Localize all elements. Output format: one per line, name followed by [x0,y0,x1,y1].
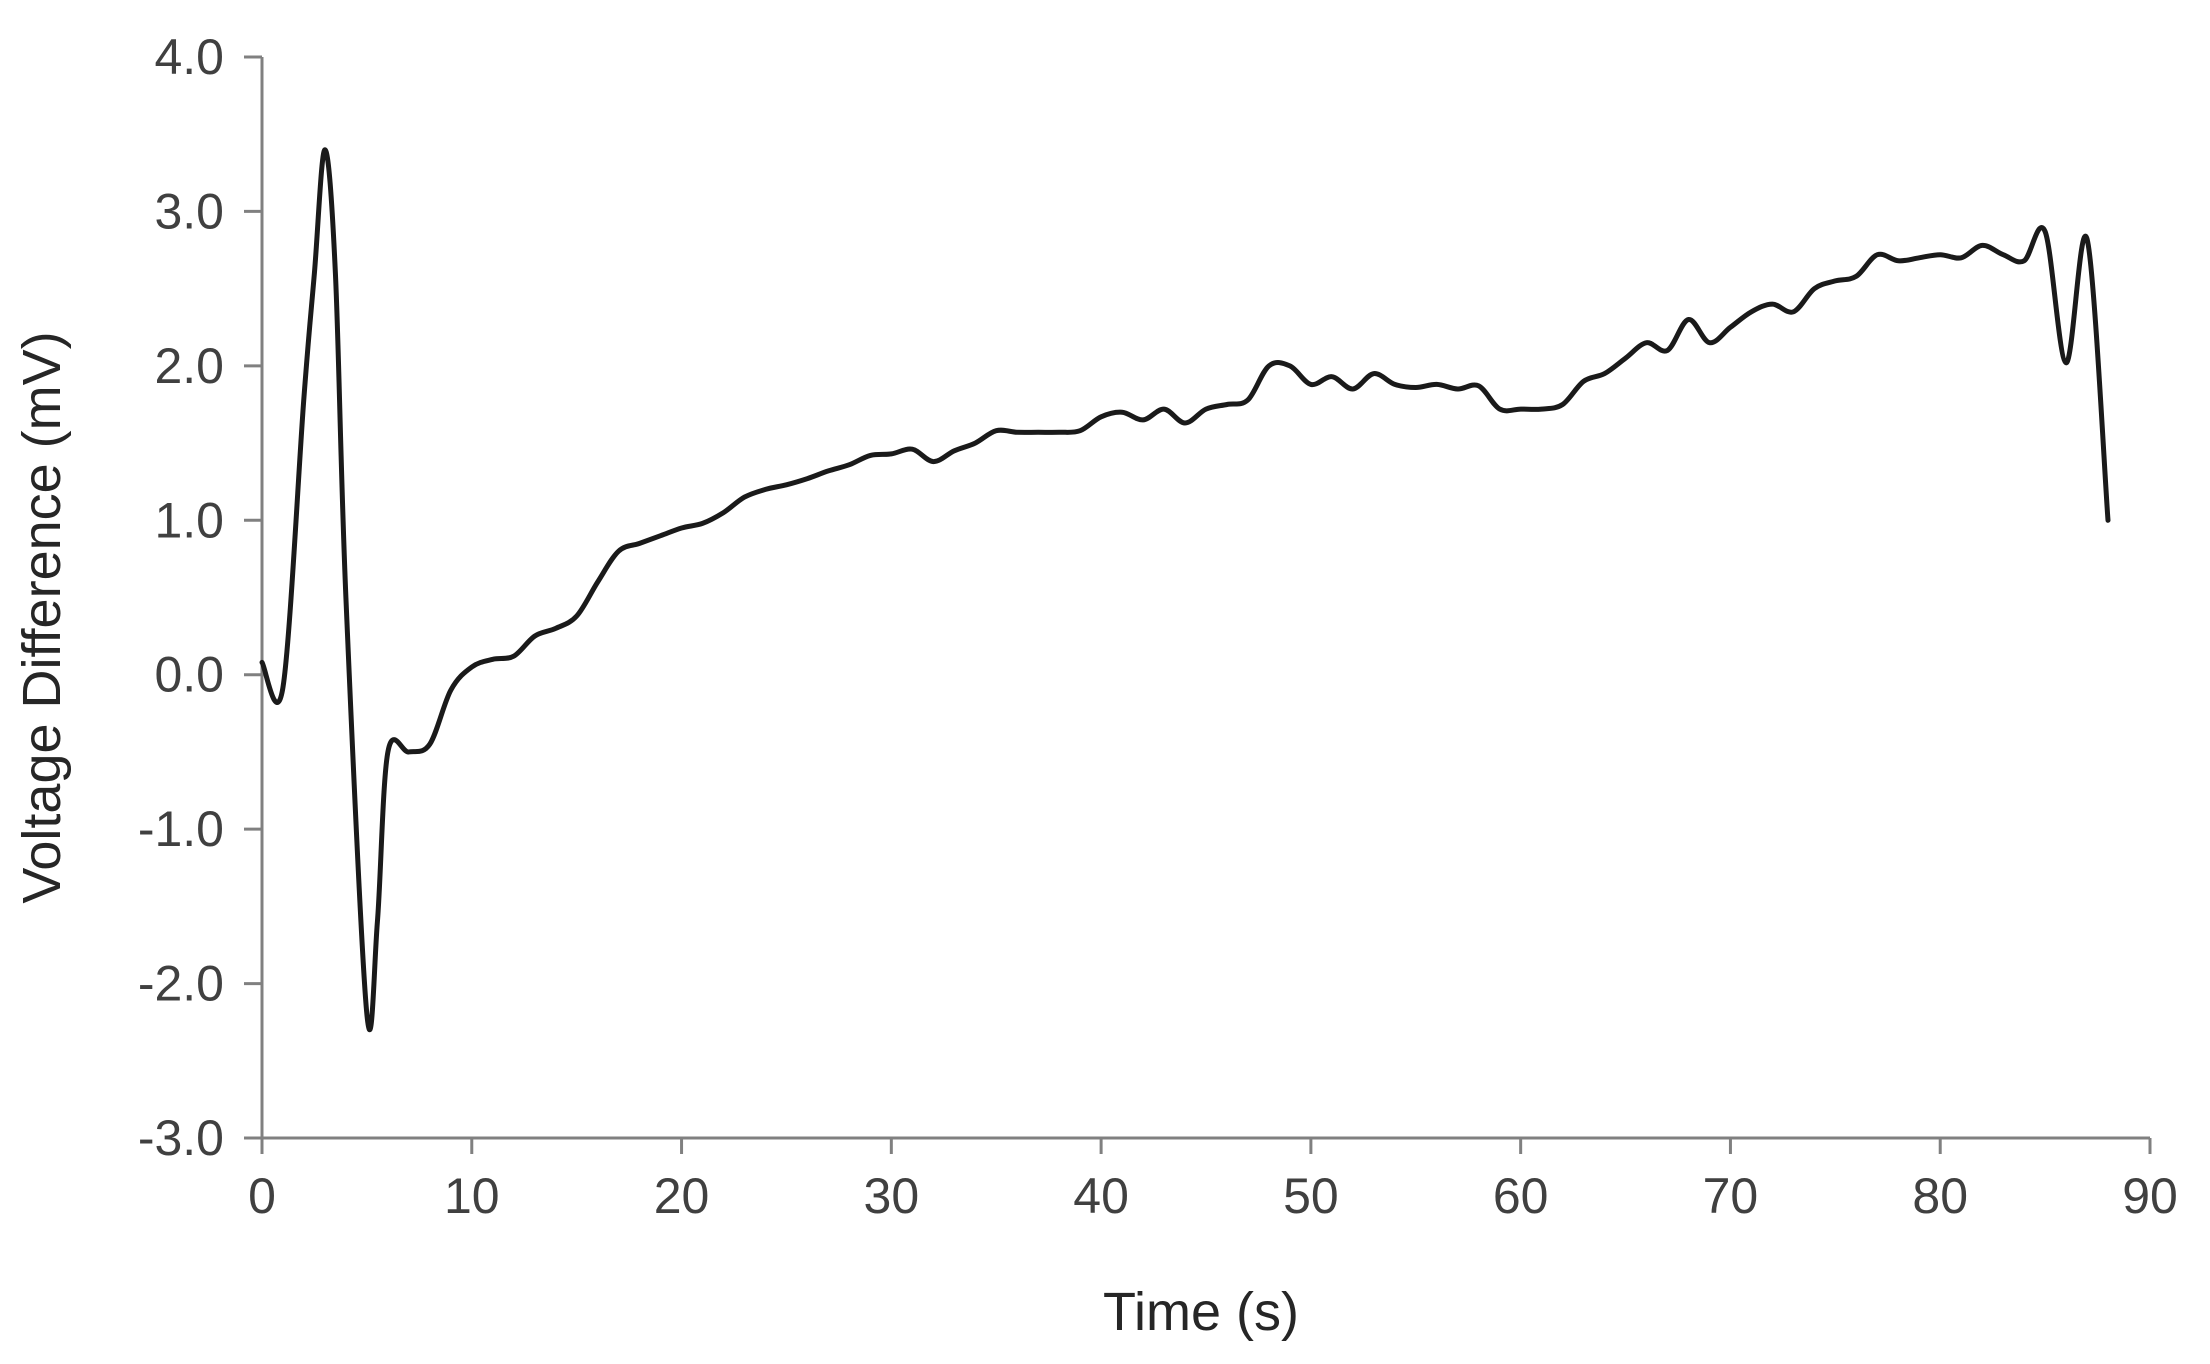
tick-marks [244,55,2152,1154]
y-tick-label: 2.0 [154,338,224,394]
y-tick-label: -2.0 [138,956,224,1012]
x-tick-label: 80 [1912,1168,1968,1224]
x-tick-label: 70 [1703,1168,1759,1224]
series-group [259,147,2111,1033]
series-line [259,147,2111,1033]
x-tick-label: 30 [864,1168,920,1224]
y-tick-label: 1.0 [154,492,224,548]
y-tick-label: -1.0 [138,801,224,857]
x-tick-label: 10 [444,1168,500,1224]
x-axis-title: Time (s) [1103,1282,1299,1342]
y-tick-label: -3.0 [138,1110,224,1166]
y-tick-label: 3.0 [154,183,224,239]
tick-labels: 0 10 20 30 40 50 60 70 80 90 4.0 3.0 2.0 1.0 0.0 -1.0 -2… [138,29,2178,1224]
y-tick-label: 0.0 [154,647,224,703]
x-tick-label: 60 [1493,1168,1549,1224]
y-axis-title: Voltage Difference (mV) [12,331,72,903]
x-tick-label: 90 [2122,1168,2178,1224]
x-tick-label: 0 [248,1168,276,1224]
x-tick-label: 50 [1283,1168,1339,1224]
x-tick-label: 40 [1073,1168,1129,1224]
x-tick-label: 20 [654,1168,710,1224]
axes [260,57,2150,1140]
y-tick-label: 4.0 [154,29,224,85]
